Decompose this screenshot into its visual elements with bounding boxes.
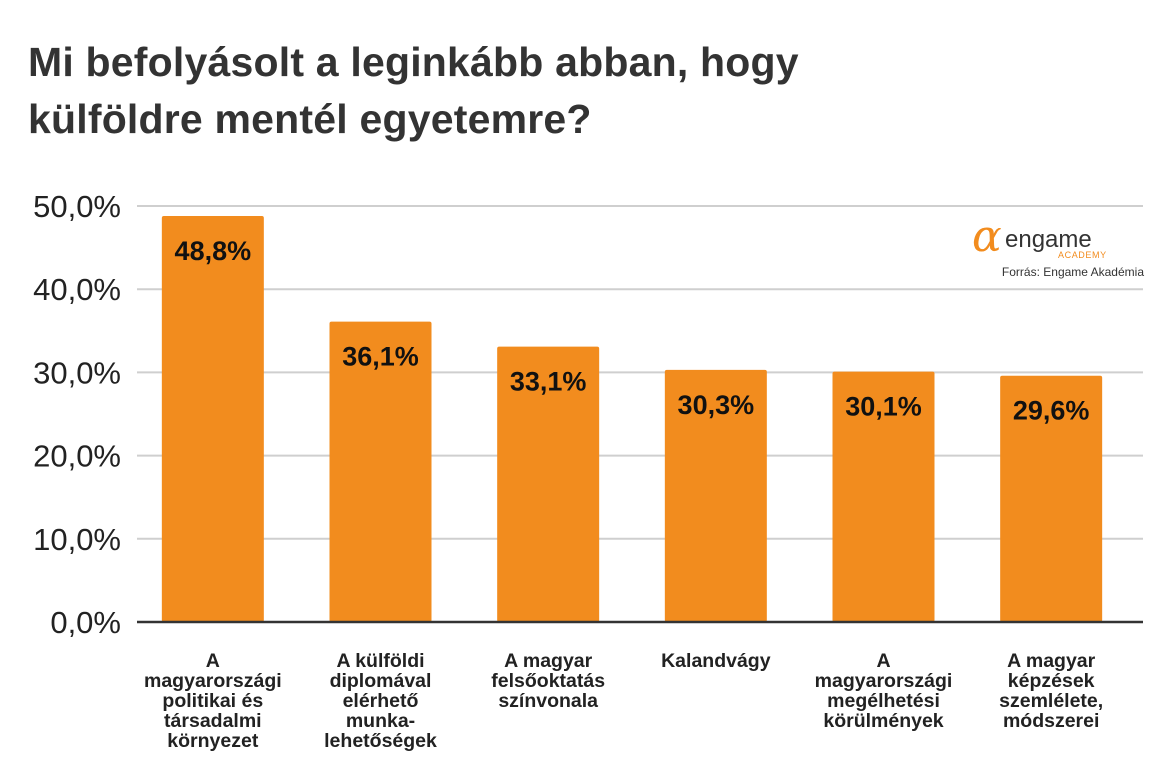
chart-title-line-1: Mi befolyásolt a leginkább abban, hogy (28, 39, 799, 85)
engame-academy-logo: ɑ engame ACADEMY (972, 211, 1144, 283)
bar (161, 215, 264, 622)
bar (832, 371, 935, 622)
category-label-line: elérhető (343, 690, 419, 712)
engame-logo-mark-icon: ɑ (972, 211, 1002, 262)
category-label-line: A külföldi (336, 650, 424, 672)
category-label-line: felsőoktatás (491, 670, 605, 692)
category-label: A külföldi diplomával elérhető munka-lehető… (324, 650, 437, 752)
chart-title-line-2: külföldre mentél egyetemre? (28, 96, 592, 142)
category-label-line: körülmények (823, 710, 943, 732)
data-label: 30,1% (845, 392, 922, 422)
category-label-line: környezet (167, 730, 259, 752)
category-label-line: társadalmi (164, 710, 262, 732)
data-label: 33,1% (510, 367, 587, 397)
category-label: A magyar felsőoktatás színvonala (491, 650, 605, 712)
category-label-line: módszerei (1003, 710, 1099, 732)
category-label: Kalandvágy (661, 650, 771, 672)
bar (329, 321, 432, 622)
y-tick-label: 40,0% (33, 272, 121, 307)
y-tick-label: 0,0% (50, 605, 121, 640)
y-tick-label: 20,0% (33, 439, 121, 474)
category-label-line: szemlélete, (999, 690, 1103, 712)
chart-title: Mi befolyásolt a leginkább abban, hogy k… (28, 34, 1028, 148)
category-label-line: színvonala (498, 690, 598, 712)
category-label-line: diplomával (330, 670, 432, 692)
y-tick-label: 10,0% (33, 522, 121, 557)
y-tick-label: 30,0% (33, 355, 121, 390)
category-label-line: magyarországi (815, 670, 953, 692)
bar (497, 346, 600, 622)
category-label-line: A magyar (504, 650, 593, 672)
data-label: 30,3% (678, 390, 755, 420)
category-label-line: A magyar (1007, 650, 1096, 672)
category-label-line: magyarországi (144, 670, 282, 692)
category-label-line: lehetőségek (324, 730, 437, 752)
data-label: 48,8% (175, 236, 252, 266)
data-label: 36,1% (342, 342, 419, 372)
category-label: A magyar képzések szemlélete, módszerei (999, 650, 1103, 732)
category-label-line: Kalandvágy (661, 650, 771, 672)
category-label-line: A (206, 650, 220, 672)
bar (1000, 375, 1103, 622)
engame-logo-subtitle: ACADEMY (1058, 250, 1107, 260)
category-label-line: megélhetési (827, 690, 940, 712)
bar (664, 369, 767, 622)
category-label-line: A (876, 650, 890, 672)
category-label-line: munka- (346, 710, 415, 732)
data-label: 29,6% (1013, 396, 1090, 426)
engame-logo-wordmark: engame (1005, 226, 1092, 253)
category-label-line: politikai és (162, 690, 263, 712)
source-note: Forrás: Engame Akadémia (1001, 265, 1144, 279)
category-label-line: képzések (1008, 670, 1095, 692)
y-tick-label: 50,0% (33, 189, 121, 224)
